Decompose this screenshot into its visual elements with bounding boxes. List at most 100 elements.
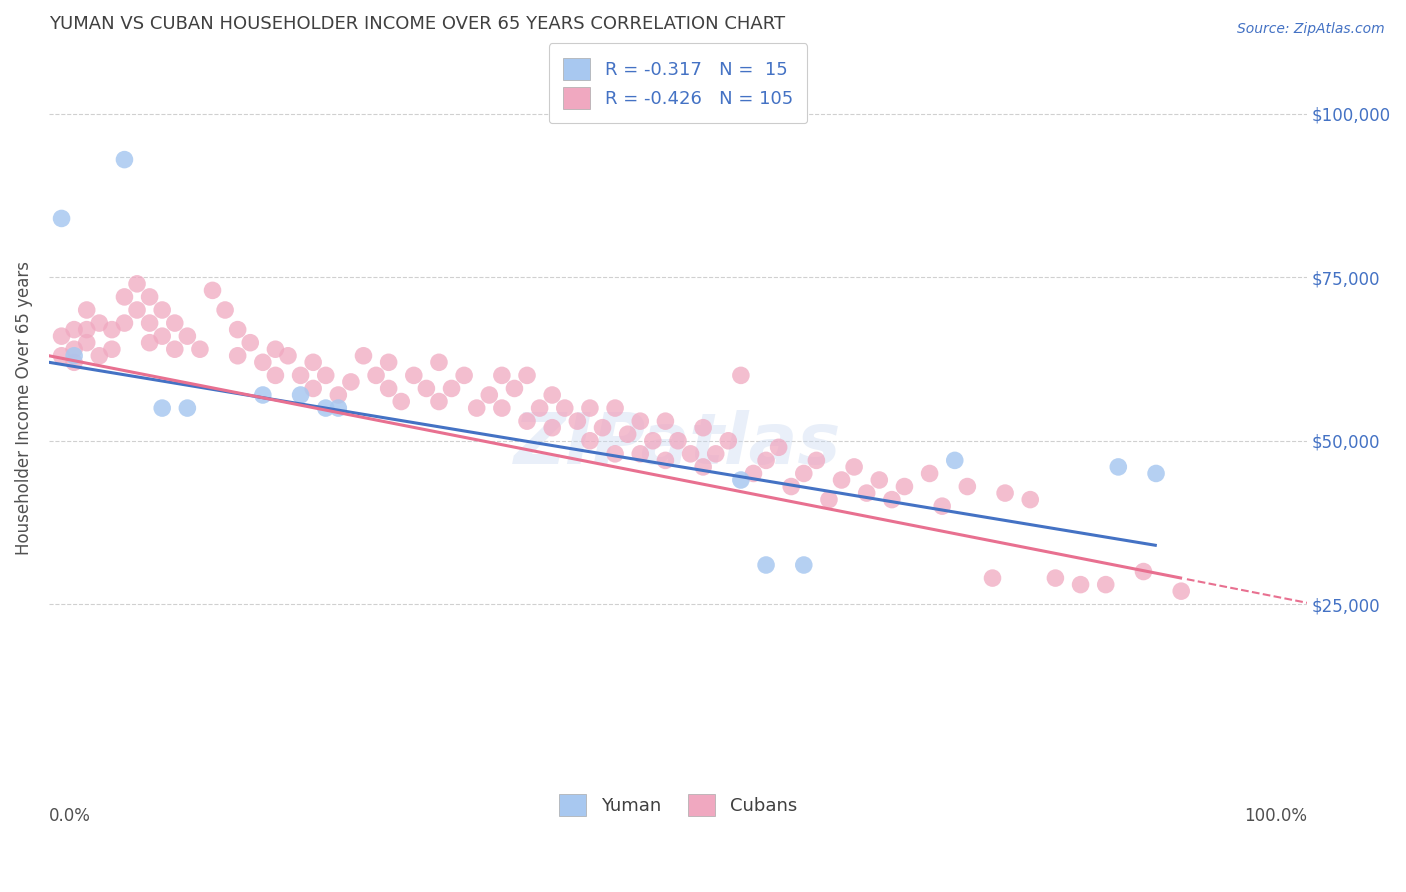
Point — [567, 414, 589, 428]
Point — [943, 453, 966, 467]
Point — [51, 349, 73, 363]
Point — [654, 414, 676, 428]
Point — [290, 368, 312, 383]
Point — [641, 434, 664, 448]
Point — [806, 453, 828, 467]
Point — [981, 571, 1004, 585]
Text: YUMAN VS CUBAN HOUSEHOLDER INCOME OVER 65 YEARS CORRELATION CHART: YUMAN VS CUBAN HOUSEHOLDER INCOME OVER 6… — [49, 15, 785, 33]
Point — [793, 558, 815, 572]
Point — [529, 401, 551, 415]
Point — [855, 486, 877, 500]
Point — [353, 349, 375, 363]
Point — [315, 401, 337, 415]
Point — [1094, 577, 1116, 591]
Point — [628, 414, 651, 428]
Point — [516, 414, 538, 428]
Point — [603, 401, 626, 415]
Point — [150, 401, 173, 415]
Point — [277, 349, 299, 363]
Point — [302, 355, 325, 369]
Point — [818, 492, 841, 507]
Point — [226, 323, 249, 337]
Point — [503, 381, 526, 395]
Point — [377, 381, 399, 395]
Point — [51, 329, 73, 343]
Point — [214, 303, 236, 318]
Point — [176, 401, 198, 415]
Point — [666, 434, 689, 448]
Point — [63, 355, 86, 369]
Point — [163, 316, 186, 330]
Point — [692, 459, 714, 474]
Point — [264, 343, 287, 357]
Point — [880, 492, 903, 507]
Point — [328, 388, 350, 402]
Point — [125, 277, 148, 291]
Point — [465, 401, 488, 415]
Point — [516, 368, 538, 383]
Point — [125, 303, 148, 318]
Point — [63, 343, 86, 357]
Point — [114, 290, 136, 304]
Point — [679, 447, 702, 461]
Point — [252, 388, 274, 402]
Point — [163, 343, 186, 357]
Point — [868, 473, 890, 487]
Point — [402, 368, 425, 383]
Point — [328, 401, 350, 415]
Point — [491, 401, 513, 415]
Point — [1070, 577, 1092, 591]
Point — [541, 388, 564, 402]
Point — [1144, 467, 1167, 481]
Point — [579, 401, 602, 415]
Legend: Yuman, Cubans: Yuman, Cubans — [553, 787, 804, 823]
Point — [101, 343, 124, 357]
Text: 0.0%: 0.0% — [49, 807, 91, 825]
Point — [893, 479, 915, 493]
Point — [302, 381, 325, 395]
Point — [315, 368, 337, 383]
Point — [654, 453, 676, 467]
Point — [831, 473, 853, 487]
Point — [150, 303, 173, 318]
Point — [755, 453, 778, 467]
Point — [138, 290, 160, 304]
Point — [453, 368, 475, 383]
Point — [76, 303, 98, 318]
Point — [377, 355, 399, 369]
Point — [1132, 565, 1154, 579]
Point — [51, 211, 73, 226]
Point — [730, 368, 752, 383]
Point — [89, 316, 111, 330]
Text: Source: ZipAtlas.com: Source: ZipAtlas.com — [1237, 22, 1385, 37]
Point — [252, 355, 274, 369]
Point — [491, 368, 513, 383]
Text: ZIPatlas: ZIPatlas — [515, 409, 842, 478]
Point — [692, 420, 714, 434]
Y-axis label: Householder Income Over 65 years: Householder Income Over 65 years — [15, 261, 32, 555]
Point — [239, 335, 262, 350]
Point — [717, 434, 740, 448]
Point — [101, 323, 124, 337]
Point — [364, 368, 387, 383]
Point — [138, 316, 160, 330]
Point — [478, 388, 501, 402]
Point — [63, 323, 86, 337]
Point — [541, 420, 564, 434]
Point — [755, 558, 778, 572]
Point — [176, 329, 198, 343]
Point — [415, 381, 437, 395]
Point — [226, 349, 249, 363]
Point — [201, 284, 224, 298]
Point — [1170, 584, 1192, 599]
Point — [704, 447, 727, 461]
Point — [579, 434, 602, 448]
Text: 100.0%: 100.0% — [1244, 807, 1308, 825]
Point — [290, 388, 312, 402]
Point — [389, 394, 412, 409]
Point — [427, 355, 450, 369]
Point — [150, 329, 173, 343]
Point — [918, 467, 941, 481]
Point — [956, 479, 979, 493]
Point — [1045, 571, 1067, 585]
